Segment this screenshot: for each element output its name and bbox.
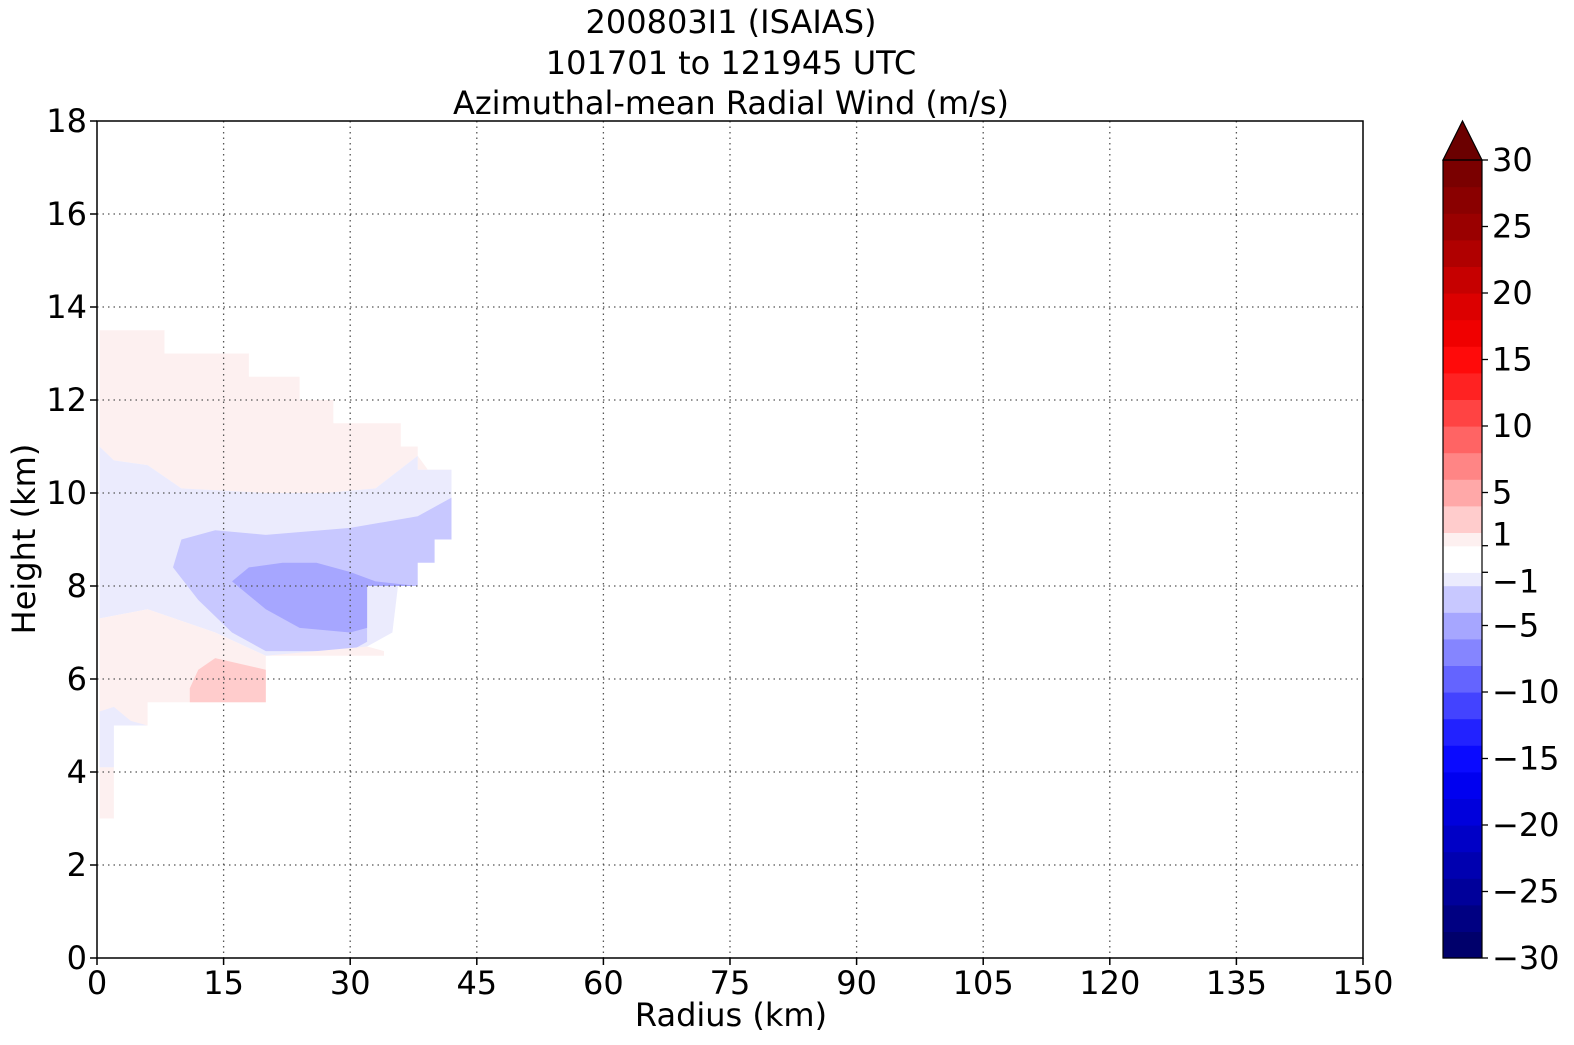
contour-regions — [99, 330, 452, 819]
y-tick-label: 2 — [67, 846, 87, 884]
colorbar-tick-label: 15 — [1492, 341, 1533, 379]
colorbar-tick-label: −1 — [1492, 562, 1539, 600]
x-axis-ticks: 0 15 30 45 60 75 90 105 120 135 150 — [87, 958, 1394, 1002]
colorbar-tick-label: −5 — [1492, 607, 1539, 645]
colorbar-level — [1443, 612, 1482, 640]
x-tick-label: 60 — [583, 964, 624, 1002]
colorbar-tick-label: −20 — [1492, 806, 1560, 844]
colorbar-level — [1443, 904, 1482, 932]
colorbar-level — [1443, 825, 1482, 853]
colorbar-tick-label: 25 — [1492, 208, 1533, 246]
chart-title-line-1: 200803I1 (ISAIAS) — [586, 3, 877, 41]
colorbar-tick-label: −10 — [1492, 673, 1560, 711]
y-tick-label: 6 — [67, 660, 87, 698]
colorbar-level — [1443, 798, 1482, 826]
colorbar-level — [1443, 745, 1482, 773]
colorbar-tick-label: 10 — [1492, 407, 1533, 445]
x-tick-label: 150 — [1332, 964, 1393, 1002]
colorbar-level — [1443, 771, 1482, 799]
chart-title-line-3: Azimuthal-mean Radial Wind (m/s) — [453, 84, 1009, 122]
colorbar-level — [1443, 426, 1482, 454]
y-tick-label: 18 — [46, 102, 87, 140]
x-tick-label: 0 — [87, 964, 107, 1002]
colorbar-tick-label: −30 — [1492, 939, 1560, 977]
colorbar-level — [1443, 878, 1482, 906]
colorbar-level — [1443, 545, 1482, 573]
colorbar-level — [1443, 452, 1482, 480]
colorbar-tick-label: 30 — [1492, 141, 1533, 179]
colorbar-level — [1443, 718, 1482, 746]
x-axis-label: Radius (km) — [635, 996, 827, 1034]
colorbar-level — [1443, 585, 1482, 613]
colorbar-level — [1443, 851, 1482, 879]
colorbar-level — [1443, 293, 1482, 321]
colorbar-tick-label: 20 — [1492, 274, 1533, 312]
colorbar-tick-label: 5 — [1492, 474, 1512, 512]
x-tick-label: 105 — [953, 964, 1014, 1002]
colorbar-ticks: 30 25 20 15 10 5 1 −1 −5 −10 −15 −20 −25 −30 — [1482, 141, 1560, 977]
y-axis-label: Height (km) — [5, 444, 43, 635]
y-tick-label: 10 — [46, 474, 87, 512]
y-tick-label: 8 — [67, 567, 87, 605]
grid-lines — [97, 121, 1363, 958]
x-tick-label: 75 — [710, 964, 751, 1002]
colorbar-level — [1443, 160, 1482, 188]
colorbar-level — [1443, 479, 1482, 507]
x-tick-label: 30 — [330, 964, 371, 1002]
colorbar-level — [1443, 505, 1482, 533]
colorbar-level — [1443, 266, 1482, 294]
colorbar-level — [1443, 319, 1482, 347]
colorbar-tick-label: −25 — [1492, 873, 1560, 911]
region-outflow-lower-strong — [189, 658, 266, 703]
region-inflow-core — [232, 562, 418, 633]
colorbar-level — [1443, 372, 1482, 400]
x-tick-label: 45 — [456, 964, 497, 1002]
colorbar-extend-arrow — [1442, 119, 1483, 161]
chart-title-line-2: 101701 to 121945 UTC — [546, 44, 916, 82]
colorbar-level — [1443, 399, 1482, 427]
colorbar-level — [1443, 239, 1482, 267]
y-tick-label: 4 — [67, 753, 87, 791]
y-axis-ticks: 0 2 4 6 8 10 12 14 16 18 — [46, 102, 97, 977]
y-tick-label: 14 — [46, 288, 87, 326]
x-tick-label: 15 — [203, 964, 244, 1002]
y-tick-label: 0 — [67, 939, 87, 977]
x-tick-label: 120 — [1079, 964, 1140, 1002]
colorbar-level — [1443, 638, 1482, 666]
colorbar-frame — [1442, 159, 1483, 959]
colorbar-level — [1443, 931, 1482, 959]
region-outflow-upper — [99, 330, 452, 503]
colorbar-level — [1443, 213, 1482, 241]
colorbar-level — [1443, 692, 1482, 720]
y-tick-label: 16 — [46, 195, 87, 233]
colorbar-level — [1443, 186, 1482, 214]
region-outflow-surface — [99, 767, 114, 819]
colorbar-level — [1443, 572, 1482, 587]
colorbar — [1442, 119, 1483, 959]
region-inflow-near-surface — [99, 706, 148, 768]
colorbar-tick-label: −15 — [1492, 740, 1560, 778]
colorbar-level — [1443, 532, 1482, 547]
colorbar-tick-label: 1 — [1492, 516, 1512, 554]
x-tick-label: 135 — [1206, 964, 1267, 1002]
x-tick-label: 90 — [836, 964, 877, 1002]
y-tick-label: 12 — [46, 381, 87, 419]
colorbar-level — [1443, 346, 1482, 374]
colorbar-level — [1443, 665, 1482, 693]
